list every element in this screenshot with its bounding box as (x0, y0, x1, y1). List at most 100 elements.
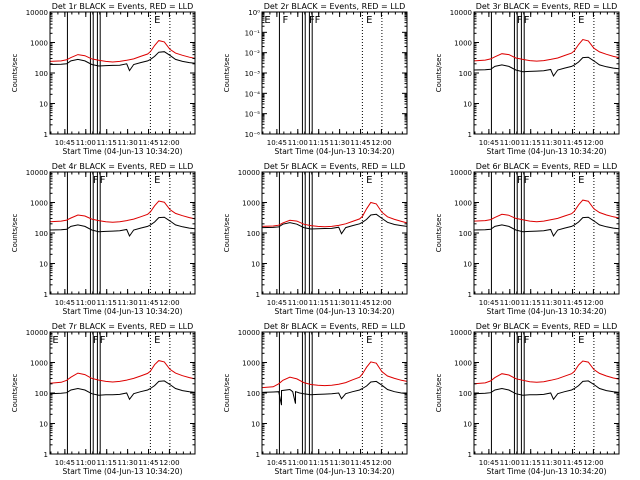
detector-panel-4: Det 4r BLACK = Events, RED = LLD F F E 1 10 10… (11, 162, 196, 316)
y-tick-label: 10 (39, 101, 48, 109)
y-tick-label: 10000 (26, 9, 48, 17)
y-axis-label: Counts/sec (11, 214, 19, 253)
y-tick-label: 1000 (454, 40, 472, 48)
plot-frame (49, 331, 196, 455)
x-tick-label: 11:00 (500, 459, 520, 467)
x-axis-label: Start Time (04-Jun-13 10:34:20) (487, 147, 607, 156)
detector-panel-8: Det 8r BLACK = Events, RED = LLD E 1 10 100 1… (223, 322, 408, 476)
panel-title: Det 3r BLACK = Events, RED = LLD (476, 2, 618, 11)
detector-panel-6: Det 6r BLACK = Events, RED = LLD F F E 1 10 10… (435, 162, 620, 316)
x-tick-label: 10:45 (267, 139, 287, 147)
y-tick-label: 10000 (26, 329, 48, 337)
y-tick-label: 10000 (238, 329, 260, 337)
flag-label: F (315, 15, 321, 26)
series-line-events (49, 216, 196, 238)
x-tick-label: 10:45 (267, 459, 287, 467)
x-tick-label: 11:30 (118, 139, 138, 147)
x-tick-label: 11:45 (562, 299, 582, 307)
series-line-lld (473, 360, 620, 385)
x-tick-label: 11:00 (500, 139, 520, 147)
series-line-lld (49, 200, 196, 223)
x-axis-label: Start Time (04-Jun-13 10:34:20) (487, 467, 607, 476)
y-axis-label: Counts/sec (435, 54, 443, 93)
series-line-lld (473, 199, 620, 223)
x-tick-label: 12:00 (371, 299, 391, 307)
x-tick-label: 12:00 (583, 139, 603, 147)
y-tick-label: 100 (459, 230, 472, 238)
panel-title: Det 4r BLACK = Events, RED = LLD (52, 162, 194, 171)
x-tick-label: 11:00 (500, 299, 520, 307)
y-tick-label: 10 (463, 101, 472, 109)
y-tick-label: 10⁻¹ (245, 29, 261, 37)
x-tick-label: 11:00 (288, 299, 308, 307)
panel-title: Det 7r BLACK = Events, RED = LLD (52, 322, 194, 331)
flag-label: E (52, 335, 58, 346)
x-tick-label: 12:00 (159, 459, 179, 467)
flag-label: E (366, 15, 372, 26)
x-tick-label: 11:30 (542, 139, 562, 147)
x-tick-label: 11:30 (542, 459, 562, 467)
y-tick-label: 1 (44, 131, 48, 139)
x-tick-label: 10:45 (479, 299, 499, 307)
x-tick-label: 10:45 (55, 459, 75, 467)
y-tick-label: 1000 (30, 200, 48, 208)
flag-label: F (100, 335, 106, 346)
y-tick-label: 1000 (242, 360, 260, 368)
y-tick-label: 10 (463, 261, 472, 269)
x-tick-label: 10:45 (55, 139, 75, 147)
detector-panel-3: Det 3r BLACK = Events, RED = LLD F F E 1 10 10… (435, 2, 620, 156)
y-tick-label: 1 (468, 291, 472, 299)
x-tick-label: 11:15 (521, 139, 541, 147)
y-tick-label: 10000 (450, 329, 472, 337)
y-tick-label: 10⁻² (245, 50, 261, 58)
x-tick-label: 11:15 (309, 299, 329, 307)
series-line-events (261, 380, 408, 406)
detector-panel-1: Det 1r BLACK = Events, RED = LLD E 1 10 100 1… (11, 2, 196, 156)
series-line-lld (473, 38, 620, 62)
flag-label: E (578, 175, 584, 186)
y-tick-label: 100 (247, 230, 260, 238)
flag-label: E (366, 175, 372, 186)
y-axis-label: Counts/sec (223, 214, 231, 253)
x-tick-label: 11:30 (330, 139, 350, 147)
panel-title: Det 8r BLACK = Events, RED = LLD (264, 322, 406, 331)
x-tick-label: 11:30 (118, 459, 138, 467)
x-tick-label: 11:30 (542, 299, 562, 307)
y-tick-label: 10 (39, 261, 48, 269)
x-tick-label: 12:00 (371, 459, 391, 467)
y-axis-label: Counts/sec (11, 54, 19, 93)
y-tick-label: 1 (468, 131, 472, 139)
x-axis-label: Start Time (04-Jun-13 10:34:20) (63, 147, 183, 156)
y-tick-label: 1000 (454, 360, 472, 368)
detector-panel-9: Det 9r BLACK = Events, RED = LLD F F E 1 10 10… (435, 322, 620, 476)
x-axis-label: Start Time (04-Jun-13 10:34:20) (275, 307, 395, 316)
flag-label: F (524, 175, 530, 186)
flag-label: F (93, 335, 99, 346)
x-tick-label: 11:00 (76, 299, 96, 307)
plot-frame (261, 171, 408, 295)
y-axis-label: Counts/sec (223, 374, 231, 413)
x-axis-label: Start Time (04-Jun-13 10:34:20) (63, 307, 183, 316)
x-tick-label: 11:30 (330, 459, 350, 467)
x-tick-label: 10:45 (55, 299, 75, 307)
x-tick-label: 12:00 (371, 139, 391, 147)
series-line-lld (261, 201, 408, 228)
flag-label: E (578, 335, 584, 346)
x-tick-label: 11:45 (350, 459, 370, 467)
y-tick-label: 1000 (30, 360, 48, 368)
x-tick-label: 11:15 (97, 299, 117, 307)
y-tick-label: 10 (463, 421, 472, 429)
x-tick-label: 12:00 (583, 299, 603, 307)
y-tick-label: 100 (35, 70, 48, 78)
flag-label: F (517, 15, 523, 26)
y-tick-label: 100 (35, 390, 48, 398)
x-tick-label: 11:00 (76, 139, 96, 147)
y-tick-label: 1000 (242, 200, 260, 208)
y-axis-label: Counts/sec (11, 374, 19, 413)
x-tick-label: 11:15 (309, 139, 329, 147)
plot-frame (473, 11, 620, 135)
x-tick-label: 11:30 (118, 299, 138, 307)
x-tick-label: 11:00 (288, 139, 308, 147)
y-axis-label: Counts/sec (435, 214, 443, 253)
y-axis-label: Counts/sec (435, 374, 443, 413)
